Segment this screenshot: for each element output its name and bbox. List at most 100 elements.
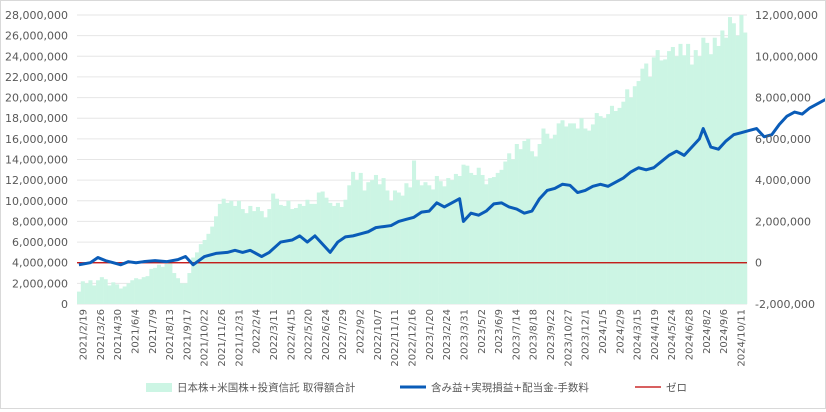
bar	[396, 192, 401, 304]
bar	[103, 279, 108, 304]
bar	[408, 187, 413, 304]
bar	[568, 123, 573, 304]
bar	[415, 180, 420, 304]
bar	[613, 110, 618, 304]
bar	[686, 43, 691, 305]
bar	[252, 211, 257, 304]
legend-label-bar: 日本株+米国株+投資信託 取得額合計	[177, 381, 356, 394]
x-axis-tick-label: 2022/9/2	[356, 309, 367, 354]
bar	[99, 277, 104, 304]
bar	[469, 172, 474, 304]
bar	[450, 180, 455, 304]
bar	[648, 76, 653, 304]
bar	[453, 173, 458, 304]
left-axis-tick-label: 6,000,000	[12, 236, 68, 249]
bar	[488, 178, 493, 304]
bar	[141, 277, 146, 304]
x-axis-tick-label: 2022/12/16	[408, 309, 419, 367]
bar	[575, 128, 580, 304]
bar	[195, 252, 200, 304]
bar	[556, 123, 561, 304]
bar	[655, 50, 660, 304]
bar	[233, 205, 238, 304]
x-axis-tick-label: 2024/2/9	[615, 309, 626, 354]
bar	[587, 130, 592, 304]
x-axis-tick-label: 2021/2/19	[79, 309, 90, 360]
bar	[739, 15, 744, 304]
bar	[84, 283, 89, 304]
bar	[206, 233, 211, 304]
bar	[377, 184, 382, 304]
bar	[343, 199, 348, 304]
bar	[549, 138, 554, 304]
bar	[153, 267, 158, 304]
bar	[115, 284, 120, 304]
bar	[400, 195, 405, 304]
bar	[309, 203, 314, 304]
bar	[274, 198, 280, 304]
bar	[263, 217, 268, 304]
bar	[609, 105, 615, 304]
bar	[385, 190, 390, 304]
x-axis-tick-label: 2024/9/6	[719, 309, 730, 354]
right-axis-tick-label: 4,000,000	[755, 174, 811, 187]
bar	[286, 200, 291, 304]
left-axis-tick-label: 4,000,000	[12, 257, 68, 270]
x-axis-tick-label: 2022/5/20	[304, 309, 315, 360]
x-axis-tick-label: 2023/1/20	[425, 309, 436, 360]
left-axis-tick-label: 28,000,000	[5, 9, 68, 22]
bar	[332, 205, 337, 304]
bar	[625, 89, 630, 304]
x-axis-tick-label: 2021/9/17	[182, 309, 193, 360]
bar	[297, 203, 302, 304]
bar	[183, 283, 188, 304]
bar	[697, 56, 702, 305]
bar	[598, 116, 603, 305]
bar	[164, 263, 169, 304]
bar	[145, 276, 150, 304]
x-axis-tick-label: 2024/10/11	[737, 309, 748, 367]
bar	[118, 288, 123, 304]
bar	[651, 57, 656, 304]
bar	[362, 190, 367, 304]
bar	[373, 174, 378, 304]
bar	[530, 151, 535, 304]
x-axis-tick-label: 2021/6/4	[130, 309, 141, 354]
bar	[198, 244, 203, 304]
left-axis-tick-label: 8,000,000	[12, 215, 68, 228]
bar	[156, 264, 161, 304]
bar	[594, 113, 599, 304]
x-axis-tick-label: 2022/2/4	[252, 309, 263, 354]
bar	[168, 260, 173, 304]
bar	[705, 42, 710, 304]
bar	[126, 283, 131, 304]
bar	[137, 279, 142, 304]
bar	[461, 164, 466, 304]
left-axis-ticks: 0 2,000,000 4,000,000 6,000,000 8,000,000 10,…	[5, 9, 68, 311]
bar	[354, 180, 359, 304]
x-axis-tick-label: 2023/10/27	[563, 309, 574, 367]
bar	[499, 169, 504, 304]
bar	[278, 204, 283, 304]
left-axis-tick-label: 0	[61, 298, 68, 311]
bar	[96, 280, 101, 304]
left-axis-tick-label: 12,000,000	[5, 174, 68, 187]
bar	[472, 174, 477, 304]
bar	[491, 177, 496, 304]
bar	[689, 64, 694, 304]
legend-label-line: 含み益+実現損益+配当金-手数料	[431, 381, 589, 394]
bar	[503, 161, 508, 304]
x-axis-tick-label: 2022/3/11	[269, 309, 280, 360]
bar	[579, 118, 584, 304]
bar	[172, 273, 177, 304]
bar	[427, 185, 432, 304]
bar	[358, 172, 363, 304]
left-axis-tick-label: 14,000,000	[5, 154, 68, 167]
bar	[92, 285, 97, 304]
left-axis-tick-label: 22,000,000	[5, 71, 68, 84]
bar	[248, 205, 253, 304]
right-axis-tick-label: 6,000,000	[755, 133, 811, 146]
bar	[640, 68, 645, 305]
bar	[214, 216, 219, 304]
right-axis-tick-label: 12,000,000	[755, 9, 818, 22]
